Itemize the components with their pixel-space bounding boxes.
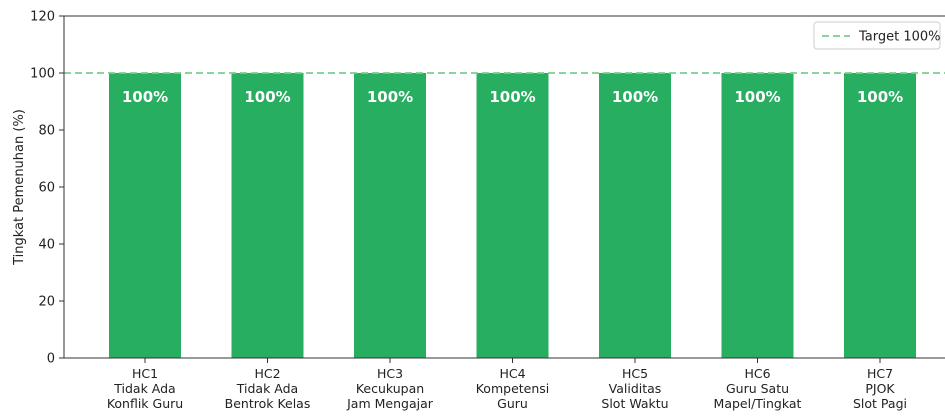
x-category-label-line: HC4 [499,366,525,381]
y-tick-label: 40 [38,238,55,253]
x-category-label-line: Konflik Guru [107,396,183,411]
y-tick-label: 120 [30,10,55,25]
y-tick-label: 80 [38,124,55,139]
bars [109,73,916,358]
bar-data-label: 100% [367,88,413,106]
x-category-label-line: Mapel/Tingkat [714,396,802,411]
bar [109,73,181,358]
x-category-label-line: HC6 [744,366,770,381]
x-category-label: HC2 Tidak Ada Bentrok Kelas [225,366,311,411]
x-category-label-line: HC5 [622,366,648,381]
x-category-label: HC5 Validitas Slot Waktu [601,366,668,411]
x-category-label-line: Tidak Ada [236,381,298,396]
bar-labels: 100% 100% 100% 100% 100% 100% 100% [122,88,903,106]
y-axis-label: Tingkat Pemenuhan (%) [12,109,27,266]
bar [476,73,549,358]
x-category-label-line: HC3 [377,366,403,381]
x-category-label-line: PJOK [865,381,895,396]
bar-data-label: 100% [489,88,535,106]
y-tick-label: 20 [38,295,55,310]
x-category-label-line: HC2 [254,366,280,381]
x-category-label-line: Validitas [609,381,662,396]
legend: Target 100% [813,21,941,50]
bar [599,73,671,358]
x-category-label: HC4 Kompetensi Guru [476,366,550,411]
bar [844,73,916,358]
bar-data-label: 100% [122,88,168,106]
x-category-label-line: Bentrok Kelas [225,396,311,411]
x-category-label-line: HC7 [867,366,893,381]
x-category-label-line: Tidak Ada [113,381,175,396]
bar-data-label: 100% [857,88,903,106]
x-category-label-line: Guru [497,396,528,411]
legend-label-target: Target 100% [858,30,941,45]
x-category-label-line: Kecukupan [356,381,424,396]
x-category-label-line: Jam Mengajar [346,396,434,411]
y-axis-ticks: 0 20 40 60 80 100 120 [30,10,64,367]
x-category-label: HC1 Tidak Ada Konflik Guru [107,366,183,411]
bar-data-label: 100% [244,88,290,106]
x-category-label-line: Slot Waktu [601,396,668,411]
legend-box [813,21,941,50]
x-category-label-line: Guru Satu [726,381,789,396]
x-category-label: HC7 PJOK Slot Pagi [853,366,907,411]
bar [354,73,426,358]
bar [721,73,794,358]
bar-data-label: 100% [612,88,658,106]
x-category-label: HC6 Guru Satu Mapel/Tingkat [714,366,802,411]
bar [231,73,304,358]
x-category-label: HC3 Kecukupan Jam Mengajar [346,366,434,411]
x-category-label-line: Slot Pagi [853,396,907,411]
y-tick-label: 0 [47,352,55,367]
y-tick-label: 60 [38,181,55,196]
x-category-label-line: HC1 [132,366,158,381]
y-tick-label: 100 [30,67,55,82]
bar-data-label: 100% [734,88,780,106]
x-category-label-line: Kompetensi [476,381,550,396]
